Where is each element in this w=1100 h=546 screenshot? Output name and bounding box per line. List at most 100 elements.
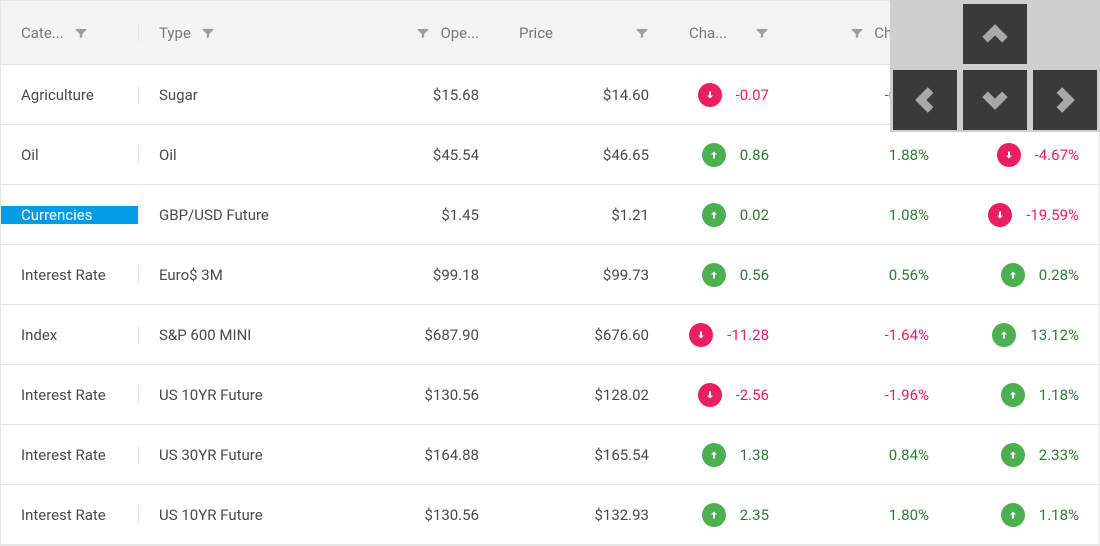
- cell-value: -4.67%: [1035, 146, 1079, 164]
- cell-value: -1.64%: [885, 326, 929, 344]
- cell-open: $130.56: [339, 386, 499, 404]
- cell-type: Euro$ 3M: [139, 266, 339, 284]
- cell-value: 1.18%: [1039, 506, 1079, 524]
- cell-category: Interest Rate: [1, 386, 139, 404]
- cell-changep: 0.84%: [789, 446, 949, 464]
- cell-value: 1.88%: [889, 146, 929, 164]
- filter-icon[interactable]: [201, 26, 215, 40]
- header-category[interactable]: Cate...: [1, 24, 139, 42]
- table-row[interactable]: OilOil$45.54$46.650.861.88%-4.67%: [1, 125, 1099, 185]
- arrow-up-icon: [702, 503, 726, 527]
- cell-change: -2.56: [669, 383, 789, 407]
- table-row[interactable]: Interest RateUS 10YR Future$130.56$128.0…: [1, 365, 1099, 425]
- cell-open: $15.68: [339, 86, 499, 104]
- cell-value: 0.28%: [1039, 266, 1079, 284]
- cell-type: US 30YR Future: [139, 446, 339, 464]
- cell-value: 2.33%: [1039, 446, 1079, 464]
- header-label: Cate...: [21, 24, 64, 42]
- cell-type: Sugar: [139, 86, 339, 104]
- cell-price: $99.73: [499, 266, 669, 284]
- cell-price: $46.65: [499, 146, 669, 164]
- header-price[interactable]: Price: [499, 24, 669, 42]
- header-open[interactable]: Ope...: [339, 24, 499, 42]
- cell-change: 2.35: [669, 503, 789, 527]
- arrow-down-icon: [698, 383, 722, 407]
- table-row[interactable]: CurrenciesGBP/USD Future$1.45$1.21 0.02 1.…: [1, 185, 1099, 245]
- header-type[interactable]: Type: [139, 24, 339, 42]
- cell-changey: -4.67%: [949, 143, 1099, 167]
- cell-open: $130.56: [339, 506, 499, 524]
- grid-body: AgricultureSugar$15.68$14.60-0.07-0.52%O…: [1, 65, 1099, 545]
- header-label: Cha...: [689, 24, 727, 42]
- cell-value: 0.56: [740, 266, 769, 284]
- cell-price: $676.60: [499, 326, 669, 344]
- nav-up-button[interactable]: [963, 4, 1027, 64]
- header-label: Ope...: [440, 24, 479, 42]
- cell-changey: 13.12%: [949, 323, 1099, 347]
- arrow-up-icon: [1001, 443, 1025, 467]
- cell-change: -11.28: [669, 323, 789, 347]
- arrow-down-icon: [698, 83, 722, 107]
- arrow-up-icon: [702, 203, 726, 227]
- cell-value: 1.38: [740, 446, 769, 464]
- arrow-up-icon: [1001, 383, 1025, 407]
- cell-changey: -19.59%: [949, 203, 1099, 227]
- table-row[interactable]: IndexS&P 600 MINI$687.90$676.60-11.28-1.…: [1, 305, 1099, 365]
- cell-changey: 2.33%: [949, 443, 1099, 467]
- cell-value: 1.08%: [889, 206, 929, 224]
- nav-spacer: [893, 4, 957, 64]
- cell-type: Oil: [139, 146, 339, 164]
- cell-price: $1.21: [499, 206, 669, 224]
- cell-changep: -1.96%: [789, 386, 949, 404]
- cell-changep: 1.08%: [789, 206, 949, 224]
- cell-category: Interest Rate: [1, 266, 139, 284]
- cell-value: 0.56%: [889, 266, 929, 284]
- cell-category: Oil: [1, 146, 139, 164]
- arrow-down-icon: [997, 143, 1021, 167]
- arrow-up-icon: [1001, 503, 1025, 527]
- arrow-down-icon: [689, 323, 713, 347]
- cell-value: 0.84%: [889, 446, 929, 464]
- cell-value: -1.96%: [885, 386, 929, 404]
- cell-value: 13.12%: [1030, 326, 1079, 344]
- cell-value: -19.59%: [1026, 206, 1079, 224]
- table-row[interactable]: Interest RateUS 30YR Future$164.88$165.5…: [1, 425, 1099, 485]
- cell-price: $165.54: [499, 446, 669, 464]
- arrow-down-icon: [988, 203, 1012, 227]
- filter-icon[interactable]: [416, 26, 430, 40]
- cell-changep: -1.64%: [789, 326, 949, 344]
- nav-right-button[interactable]: [1033, 70, 1097, 130]
- header-label: Price: [519, 24, 553, 42]
- cell-change: 0.02: [669, 203, 789, 227]
- filter-icon[interactable]: [755, 26, 769, 40]
- nav-down-button[interactable]: [963, 70, 1027, 130]
- table-row[interactable]: Interest RateEuro$ 3M$99.18$99.730.560.5…: [1, 245, 1099, 305]
- cell-change: -0.07: [669, 83, 789, 107]
- cell-change: 0.86: [669, 143, 789, 167]
- cell-value: 0.86: [740, 146, 769, 164]
- cell-type: US 10YR Future: [139, 386, 339, 404]
- arrow-up-icon: [702, 263, 726, 287]
- cell-category: Interest Rate: [1, 446, 139, 464]
- nav-left-button[interactable]: [893, 70, 957, 130]
- cell-category: Agriculture: [1, 86, 139, 104]
- cell-type: S&P 600 MINI: [139, 326, 339, 344]
- cell-changep: 0.56%: [789, 266, 949, 284]
- filter-icon[interactable]: [74, 26, 88, 40]
- cell-price: $132.93: [499, 506, 669, 524]
- table-row[interactable]: Interest RateUS 10YR Future$130.56$132.9…: [1, 485, 1099, 545]
- cell-changep: 1.88%: [789, 146, 949, 164]
- cell-price: $14.60: [499, 86, 669, 104]
- cell-open: $164.88: [339, 446, 499, 464]
- filter-icon[interactable]: [635, 26, 649, 40]
- filter-icon[interactable]: [850, 26, 864, 40]
- navigator-panel: [890, 0, 1100, 132]
- header-change[interactable]: Cha...: [669, 24, 789, 42]
- cell-value: 0.02: [740, 206, 769, 224]
- cell-changey: 1.18%: [949, 383, 1099, 407]
- cell-category: Currencies: [1, 206, 139, 224]
- arrow-up-icon: [702, 443, 726, 467]
- cell-open: $1.45: [339, 206, 499, 224]
- cell-value: 2.35: [740, 506, 769, 524]
- cell-type: GBP/USD Future: [139, 206, 339, 224]
